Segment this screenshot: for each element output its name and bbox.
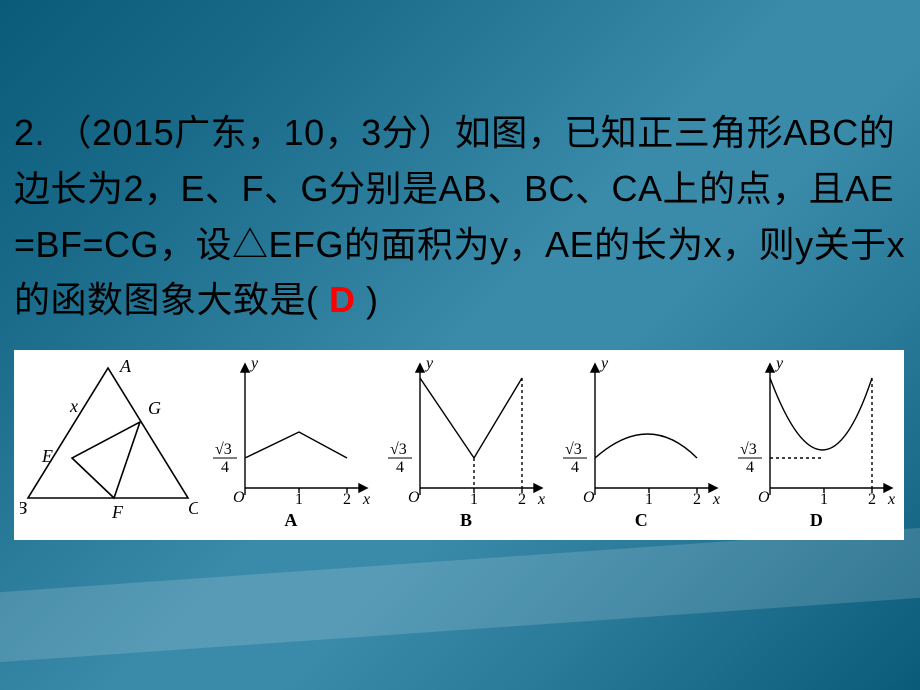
tick2-C: 2 bbox=[693, 491, 701, 508]
origin-D: O bbox=[758, 489, 770, 506]
axis-x-A: x bbox=[362, 491, 370, 508]
vertex-C: C bbox=[188, 498, 198, 518]
chart-C-cell: y x O 1 2 √3 4 C bbox=[554, 350, 729, 540]
frac-bot-B: 4 bbox=[396, 459, 404, 476]
chart-A-svg: y x O 1 2 √3 4 bbox=[207, 350, 375, 512]
tick2-B: 2 bbox=[518, 491, 526, 508]
frac-top-C: √3 bbox=[565, 441, 582, 458]
question-close: ) bbox=[356, 279, 379, 320]
chart-B-svg: y x O 1 2 √3 4 bbox=[382, 350, 550, 512]
slide-container: 2. （2015广东，10，3分）如图，已知正三角形ABC的边长为2，E、F、G… bbox=[0, 0, 920, 690]
vertex-A: A bbox=[119, 356, 132, 376]
frac-top-D: √3 bbox=[740, 441, 757, 458]
tick1-D: 1 bbox=[820, 491, 828, 508]
chart-A-cell: y x O 1 2 √3 4 A bbox=[203, 350, 378, 540]
chart-D-svg: y x O 1 2 √3 4 bbox=[732, 350, 900, 512]
option-label-C: C bbox=[635, 510, 648, 531]
frac-top-B: √3 bbox=[390, 441, 407, 458]
chart-D-cell: y x O 1 2 √3 4 D bbox=[729, 350, 904, 540]
point-F: F bbox=[111, 502, 124, 522]
chart-C-svg: y x O 1 2 √3 4 bbox=[557, 350, 725, 512]
option-label-B: B bbox=[460, 510, 472, 531]
frac-bot-A: 4 bbox=[221, 459, 229, 476]
vertex-B: B bbox=[20, 498, 27, 518]
tick1-B: 1 bbox=[470, 491, 478, 508]
point-G: G bbox=[148, 398, 161, 418]
tick1-C: 1 bbox=[645, 491, 653, 508]
frac-bot-C: 4 bbox=[571, 459, 579, 476]
decorative-streak bbox=[0, 528, 920, 662]
question-text: 2. （2015广东，10，3分）如图，已知正三角形ABC的边长为2，E、F、G… bbox=[14, 105, 906, 328]
triangle-svg: A B C E F G x bbox=[20, 350, 198, 528]
point-E: E bbox=[41, 446, 53, 466]
frac-top-A: √3 bbox=[215, 441, 232, 458]
option-label-D: D bbox=[810, 510, 823, 531]
axis-x-D: x bbox=[887, 491, 895, 508]
tick2-D: 2 bbox=[868, 491, 876, 508]
chart-B-cell: y x O 1 2 √3 4 B bbox=[378, 350, 553, 540]
axis-x-B: x bbox=[537, 491, 545, 508]
tick1-A: 1 bbox=[295, 491, 303, 508]
axis-y-D: y bbox=[774, 355, 784, 372]
axis-y-B: y bbox=[424, 355, 434, 372]
triangle-diagram-cell: A B C E F G x bbox=[14, 350, 203, 540]
origin-B: O bbox=[408, 489, 420, 506]
tick2-A: 2 bbox=[343, 491, 351, 508]
origin-C: O bbox=[583, 489, 595, 506]
answer-letter: D bbox=[329, 279, 356, 320]
origin-A: O bbox=[233, 489, 245, 506]
frac-bot-D: 4 bbox=[746, 459, 754, 476]
axis-x-C: x bbox=[712, 491, 720, 508]
axis-y-C: y bbox=[599, 355, 609, 372]
figure-panel: A B C E F G x bbox=[14, 350, 904, 540]
side-x: x bbox=[69, 396, 78, 416]
question-number: 2. bbox=[14, 112, 56, 153]
question-source: （2015广东，10，3分） bbox=[56, 112, 455, 153]
axis-y-A: y bbox=[249, 355, 259, 372]
option-label-A: A bbox=[284, 510, 297, 531]
